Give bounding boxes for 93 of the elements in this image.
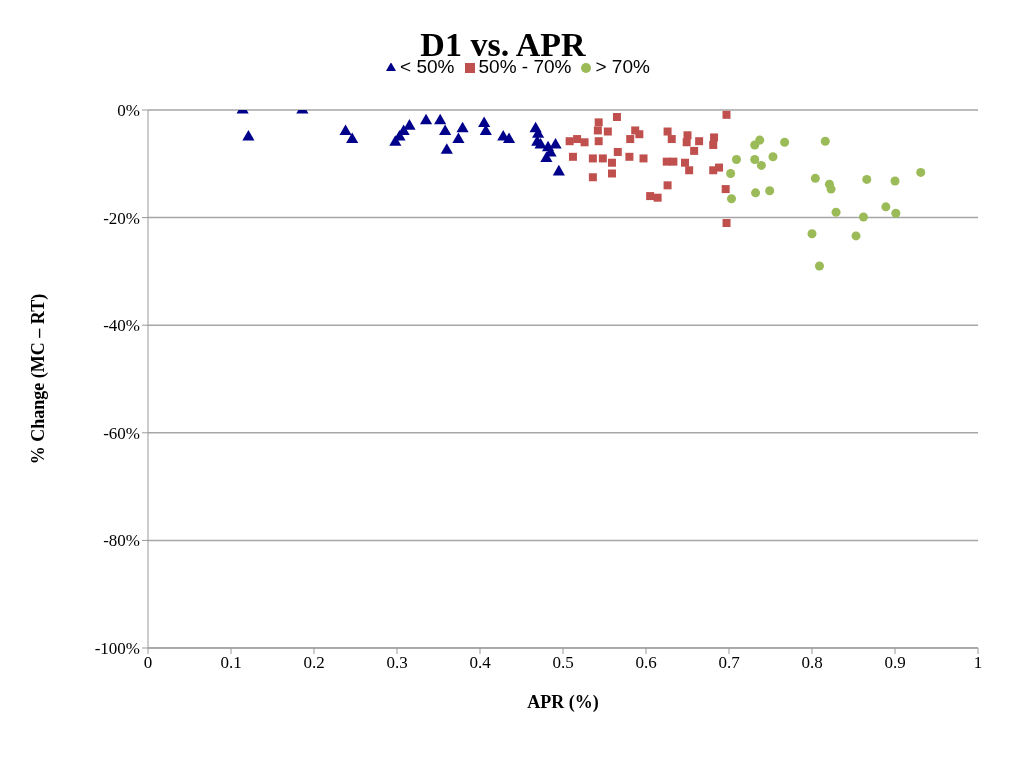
point (814, 261, 824, 271)
point (858, 212, 868, 222)
point (646, 192, 655, 201)
y-tick-label: -100% (94, 639, 140, 659)
point (626, 135, 635, 144)
point (690, 146, 699, 155)
point (756, 160, 766, 170)
point (607, 158, 616, 167)
point (478, 116, 491, 127)
point (669, 157, 678, 166)
point (594, 137, 603, 146)
x-tick-label: 0.8 (801, 653, 823, 673)
point (916, 167, 926, 177)
point (580, 138, 589, 147)
point (780, 137, 790, 147)
y-tick-label: -40% (103, 316, 140, 336)
point (588, 154, 597, 163)
point (862, 174, 872, 184)
point (721, 185, 730, 194)
point (710, 133, 719, 142)
point (765, 186, 775, 196)
point (593, 126, 602, 135)
x-tick-label: 0.1 (220, 653, 242, 673)
point (419, 113, 433, 125)
point (681, 158, 690, 167)
point (750, 154, 760, 164)
point (568, 152, 577, 161)
x-tick-label: 0.9 (884, 653, 906, 673)
y-tick-label: -20% (103, 208, 140, 228)
point (890, 176, 900, 186)
point (452, 132, 465, 144)
legend-label: 50% - 70% (478, 56, 572, 77)
point (851, 231, 861, 241)
point (810, 173, 820, 183)
point (603, 127, 612, 136)
y-tick-label: -60% (103, 423, 140, 443)
point (612, 112, 621, 121)
point (242, 129, 255, 141)
point (653, 193, 662, 202)
point (667, 135, 676, 144)
point (339, 124, 352, 136)
x-tick-label: 0.3 (386, 653, 408, 673)
point (731, 154, 741, 164)
point (565, 137, 574, 146)
point (440, 143, 453, 154)
point (807, 229, 817, 239)
point (573, 135, 582, 144)
point (768, 152, 778, 162)
point (726, 194, 736, 204)
point (751, 188, 761, 198)
point (755, 135, 765, 145)
point (709, 140, 718, 149)
y-axis-title: % Change (MC – RT) (28, 293, 50, 465)
point (826, 184, 836, 194)
point (682, 138, 691, 147)
point (588, 173, 597, 182)
point (663, 181, 672, 190)
x-tick-label: 0 (143, 653, 153, 673)
x-tick-label: 1 (973, 653, 983, 673)
y-tick-label: -80% (103, 531, 140, 551)
point (613, 147, 622, 156)
point (639, 154, 648, 163)
point (831, 207, 841, 217)
point (722, 110, 731, 119)
x-tick-label: 0.7 (718, 653, 741, 673)
point (820, 136, 830, 146)
point (715, 163, 724, 172)
point (881, 202, 891, 212)
x-tick-label: 0.5 (552, 653, 574, 673)
point (663, 127, 672, 136)
point (625, 152, 634, 161)
point (607, 169, 616, 178)
point (346, 132, 359, 144)
point (439, 124, 452, 136)
point (594, 118, 603, 127)
point (434, 113, 447, 125)
x-tick-label: 0.2 (303, 653, 325, 673)
x-axis-title: APR (%) (527, 692, 599, 713)
point (726, 168, 736, 178)
point (552, 164, 565, 176)
point (695, 137, 704, 146)
point (635, 130, 644, 139)
x-tick-label: 0.6 (635, 653, 657, 673)
point (722, 218, 731, 227)
point (891, 208, 901, 218)
y-tick-label: 0% (117, 101, 140, 121)
x-tick-label: 0.4 (469, 653, 492, 673)
point (502, 132, 516, 144)
point (598, 154, 607, 163)
point (685, 166, 694, 175)
point (532, 127, 545, 138)
point (456, 121, 469, 133)
legend-label: > 70% (595, 56, 650, 77)
